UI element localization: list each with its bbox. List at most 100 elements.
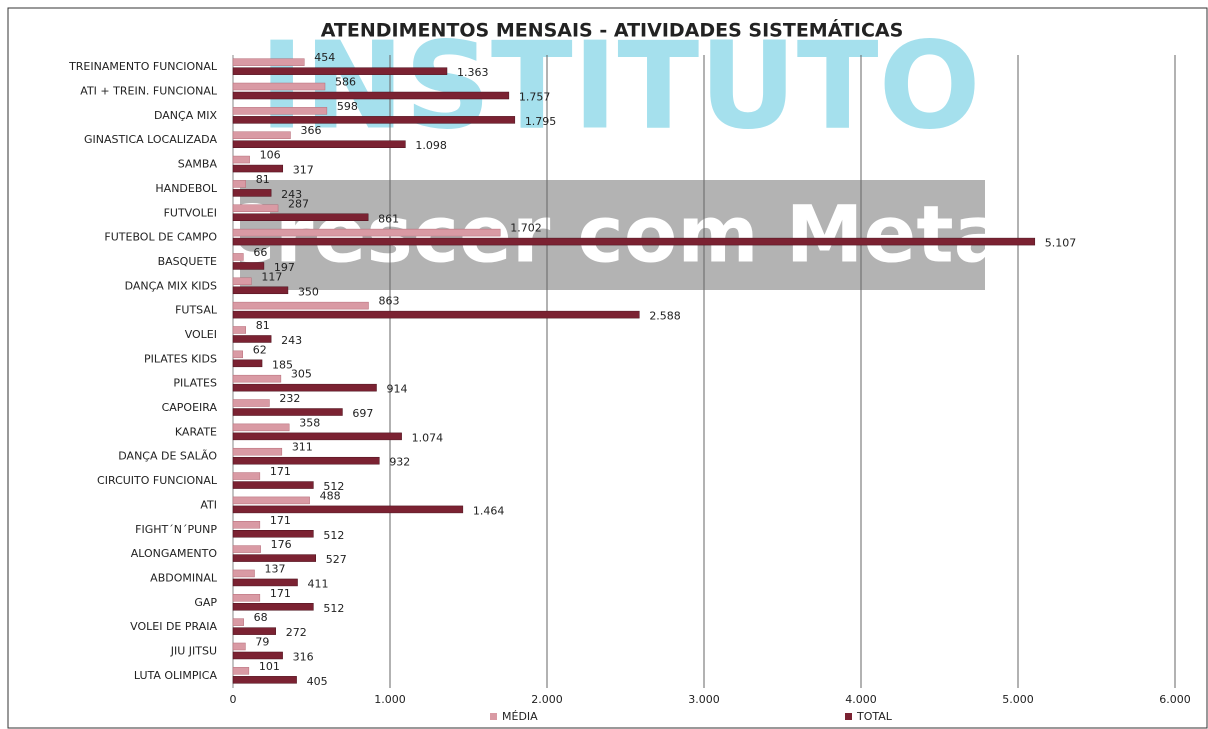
data-label: 914	[386, 383, 407, 396]
data-label: 512	[323, 529, 344, 542]
data-label: 932	[389, 456, 410, 469]
bar	[232, 642, 246, 651]
data-label: 405	[307, 675, 328, 688]
data-label: 287	[288, 197, 309, 210]
bar	[232, 277, 252, 286]
data-label: 197	[274, 261, 295, 274]
data-label: 79	[255, 635, 269, 648]
y-tick-label: HANDEBOL	[155, 182, 217, 195]
bar	[232, 423, 290, 432]
bar	[232, 399, 270, 407]
legend-label: TOTAL	[856, 710, 893, 723]
data-label: 512	[323, 602, 344, 615]
bar	[232, 286, 289, 295]
y-tick-label: FIGHT´N´PUNP	[135, 523, 217, 536]
data-label: 586	[335, 76, 356, 89]
y-tick-label: GINASTICA LOCALIZADA	[84, 133, 217, 146]
bar	[232, 408, 343, 416]
chart-title: ATENDIMENTOS MENSAIS - ATIVIDADES SISTEM…	[321, 19, 904, 42]
x-tick-label: 2.000	[531, 693, 563, 706]
y-tick-label: FUTVOLEI	[164, 206, 217, 219]
data-label: 81	[256, 319, 270, 332]
data-label: 243	[281, 334, 302, 347]
bar	[232, 676, 297, 684]
y-tick-label: VOLEI	[185, 328, 217, 341]
x-tick-label: 0	[230, 693, 237, 706]
data-label: 863	[378, 295, 399, 308]
bar	[232, 359, 263, 368]
bar	[232, 456, 380, 465]
bar	[232, 301, 369, 310]
y-tick-label: FUTEBOL DE CAMPO	[104, 231, 217, 244]
data-label: 272	[286, 626, 307, 639]
data-label: 1.795	[525, 115, 557, 128]
data-label: 5.107	[1045, 237, 1077, 250]
data-label: 317	[293, 164, 314, 177]
bar	[232, 667, 250, 675]
bar	[232, 140, 406, 148]
y-tick-label: TREINAMENTO FUNCIONAL	[68, 60, 218, 73]
bar	[232, 262, 265, 270]
bar	[232, 603, 314, 611]
y-tick-label: DANÇA DE SALÃO	[118, 450, 217, 463]
y-tick-label: CIRCUITO FUNCIONAL	[97, 474, 218, 487]
x-tick-label: 5.000	[1002, 693, 1034, 706]
x-tick-label: 4.000	[845, 693, 877, 706]
data-label: 316	[293, 650, 314, 663]
data-label: 358	[299, 416, 320, 429]
data-label: 697	[352, 407, 373, 420]
y-tick-label: JIU JITSU	[170, 644, 217, 657]
bar	[232, 432, 402, 441]
bar	[232, 91, 510, 100]
y-tick-label: ATI + TREIN. FUNCIONAL	[80, 85, 218, 98]
bar	[232, 228, 501, 237]
data-label: 527	[326, 553, 347, 566]
x-tick-label: 3.000	[688, 693, 720, 706]
bar	[232, 627, 276, 635]
data-label: 1.074	[412, 431, 444, 444]
data-label: 185	[272, 358, 293, 371]
data-label: 62	[253, 343, 267, 356]
bar	[232, 481, 314, 489]
bar	[232, 447, 283, 456]
data-label: 411	[308, 577, 329, 590]
data-label: 68	[254, 611, 268, 624]
data-label: 1.757	[519, 91, 551, 104]
bar	[232, 180, 246, 188]
y-tick-label: FUTSAL	[175, 304, 218, 317]
x-tick-label: 1.000	[374, 693, 406, 706]
bar	[232, 554, 316, 562]
legend-swatch	[845, 713, 852, 720]
data-label: 176	[271, 538, 292, 551]
bar	[232, 58, 305, 66]
bar	[232, 521, 261, 529]
watermark: INSTITUTO	[259, 18, 980, 157]
bar	[232, 82, 326, 91]
bar	[232, 618, 244, 626]
data-label: 171	[270, 465, 291, 478]
y-tick-label: ABDOMINAL	[150, 571, 218, 584]
bar	[232, 505, 464, 514]
data-label: 1.363	[457, 66, 489, 79]
bar	[232, 164, 284, 173]
data-label: 1.098	[415, 139, 447, 152]
bar	[232, 107, 328, 115]
bar	[232, 326, 246, 334]
data-label: 311	[292, 441, 313, 454]
bar	[232, 67, 448, 75]
y-tick-label: LUTA OLIMPICA	[134, 669, 218, 682]
data-label: 171	[270, 514, 291, 527]
bar	[232, 530, 314, 538]
y-tick-label: SAMBA	[178, 158, 218, 171]
frame	[7, 7, 1208, 729]
data-label: 598	[337, 100, 358, 113]
data-label: 243	[281, 188, 302, 201]
bar	[232, 374, 282, 383]
y-tick-label: ATI	[200, 498, 217, 511]
bar	[232, 116, 516, 124]
bar	[232, 204, 279, 212]
data-label: 366	[300, 124, 321, 137]
data-label: 488	[320, 489, 341, 502]
bar	[232, 496, 310, 505]
